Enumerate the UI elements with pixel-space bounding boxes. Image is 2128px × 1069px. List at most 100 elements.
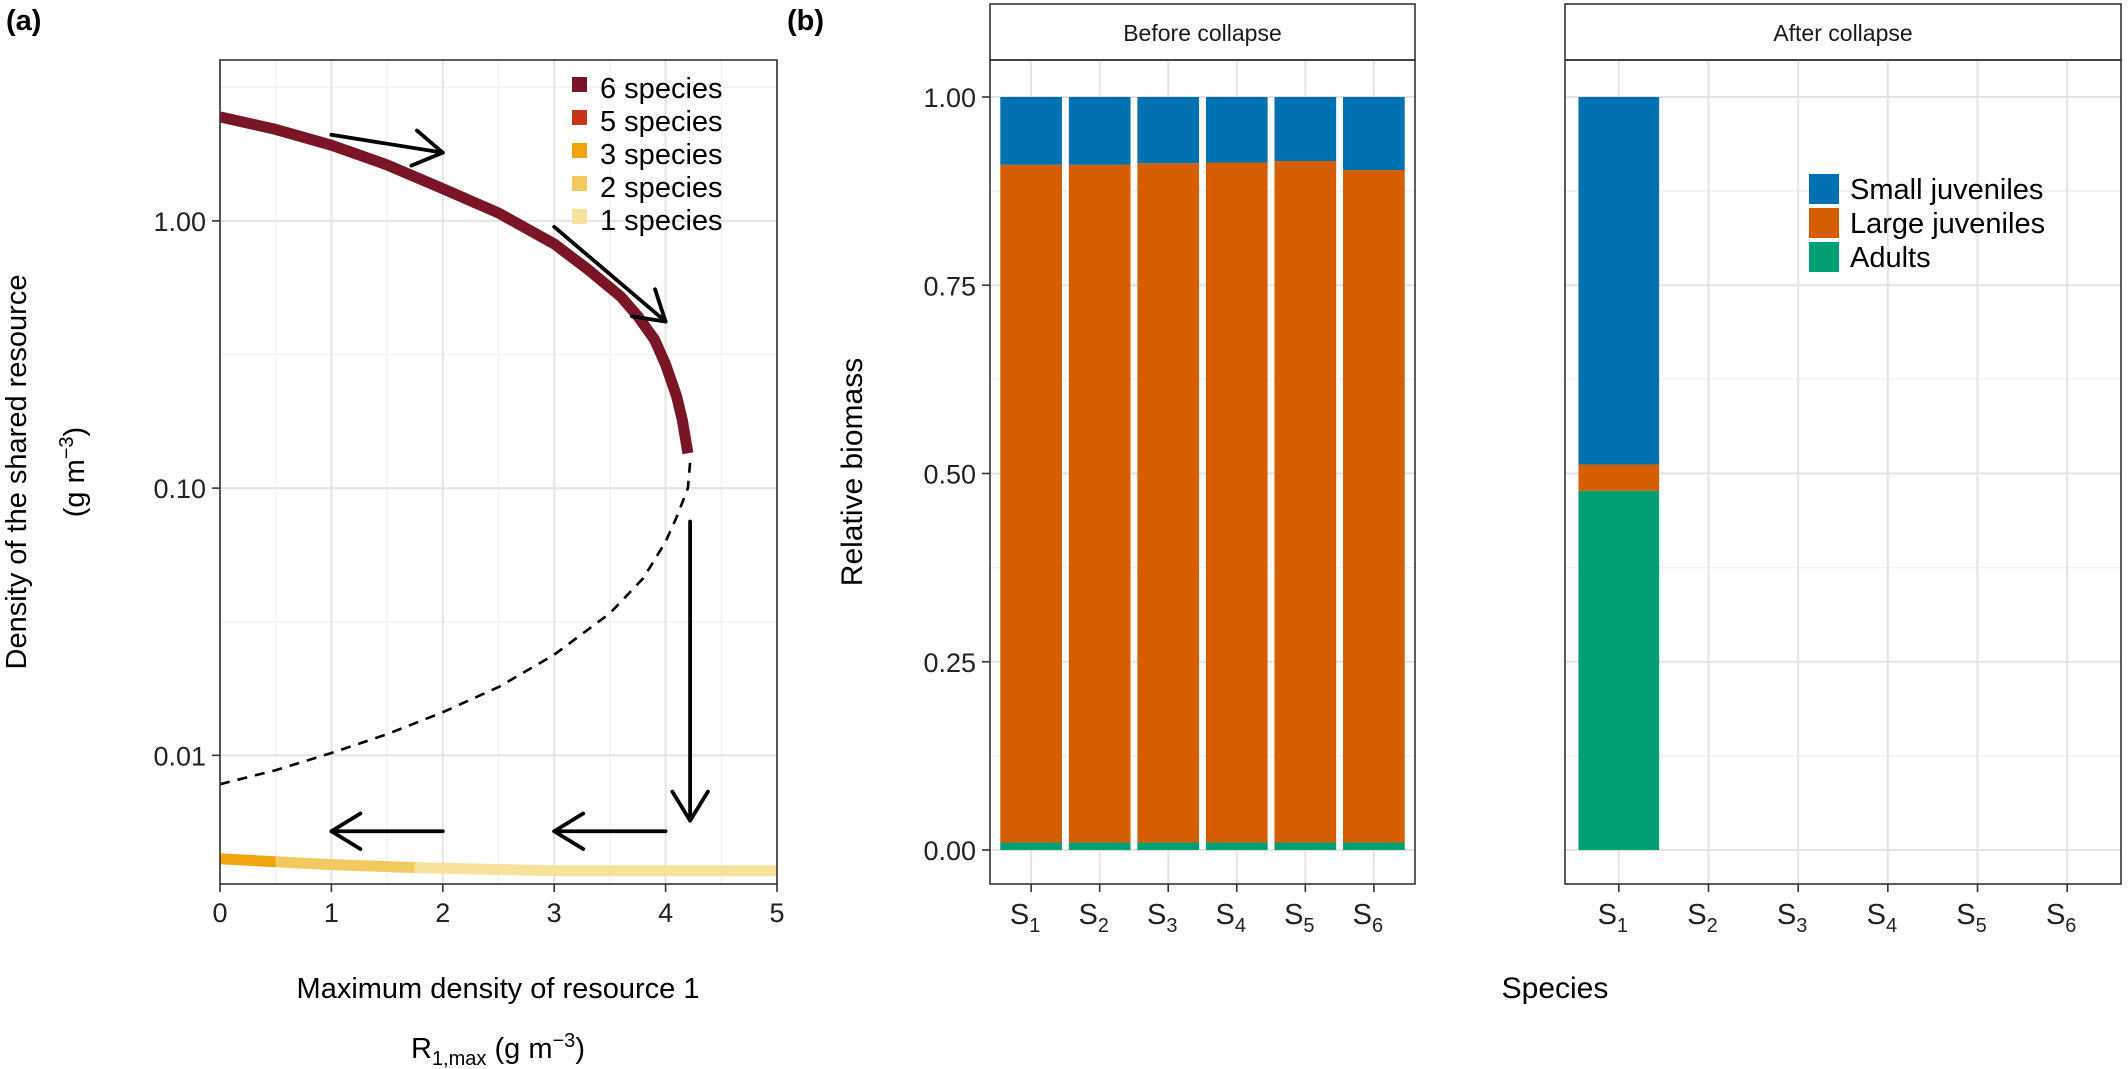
legend-swatch [1809, 208, 1839, 238]
bar-small-juveniles-s2 [1068, 97, 1131, 165]
arrow-shaft [552, 224, 668, 324]
arrow-head [670, 789, 710, 823]
bar-adults-s1 [1578, 490, 1660, 850]
bar-small-juveniles-s4 [1205, 97, 1268, 163]
facet-before-collapse: Before collapse S1 S2 S3 S4 S5 S6 [989, 3, 1416, 937]
panel-b-y-axis-title: Relative biomass [836, 358, 869, 586]
panel-a-x-axis-title: Maximum density of resource 1 [297, 973, 700, 1005]
bar-large-juveniles-s5 [1274, 161, 1337, 843]
x-tick-label: S4 [1867, 899, 1897, 937]
x-tick-label: S3 [1147, 899, 1177, 937]
x-tick-label: S1 [1010, 899, 1040, 937]
legend-label: Small juveniles [1850, 174, 2043, 206]
y-tick-label: 0.01 [153, 741, 206, 771]
x-tick-label: 1 [324, 898, 339, 928]
panel-b: (b) Before collapse S1 S2 S3 S4 S5 S6 After c… [787, 3, 2122, 1005]
x-tick-label: 5 [769, 898, 784, 928]
x-tick-label: 3 [547, 898, 562, 928]
panel-a-series [220, 111, 777, 877]
bar-large-juveniles-s2 [1068, 164, 1131, 843]
arrow-shaft [329, 132, 445, 155]
legend-swatch [572, 209, 587, 224]
panel-b-label: (b) [787, 5, 824, 37]
x-tick-label: S1 [1598, 899, 1628, 937]
legend-label: 3 species [600, 139, 723, 171]
panel-b-x-axis-title: Species [1502, 972, 1609, 1005]
bar-small-juveniles-s1 [1000, 97, 1062, 165]
x-tick-label: 0 [212, 898, 227, 928]
x-tick-label: S4 [1216, 899, 1246, 937]
arrow-head [630, 287, 668, 324]
panel-b-y-axis: 0.00 0.25 0.50 0.75 1.00 [923, 83, 990, 866]
series-line-6-species [220, 111, 694, 455]
bar-adults-s5 [1274, 842, 1337, 850]
legend-label: 2 species [600, 172, 723, 204]
legend-label: 5 species [600, 106, 723, 138]
series-line-unstable-branch [220, 462, 692, 786]
legend-label: Adults [1850, 242, 1931, 274]
bar-large-juveniles-s3 [1137, 163, 1200, 843]
legend-label: 6 species [600, 73, 723, 105]
bar-small-juveniles-s3 [1137, 97, 1200, 164]
series-line-3-species [220, 853, 276, 868]
bar-large-juveniles-s6 [1343, 170, 1405, 843]
x-tick-label: S2 [1078, 899, 1108, 937]
y-tick-label: 1.00 [153, 207, 206, 237]
facet-after-strip [1564, 3, 2122, 61]
legend-label: 1 species [600, 205, 723, 237]
x-tick-label: S6 [2046, 899, 2076, 937]
facet-after-x-axis: S1 S2 S3 S4 S5 S6 [1598, 884, 2076, 937]
x-tick-label: S5 [1956, 899, 1986, 937]
arrow-3 [670, 519, 710, 823]
y-tick-label: 0.25 [923, 648, 976, 678]
bar-adults-s6 [1343, 842, 1405, 850]
arrow-head [329, 811, 363, 851]
x-tick-label: S6 [1353, 899, 1383, 937]
y-tick-label: 0.75 [923, 271, 976, 301]
legend-swatch [1809, 242, 1839, 272]
legend-swatch [572, 77, 587, 92]
panel-a-x-axis-units: R1,max (g m−3) [411, 1030, 585, 1069]
arrow-1 [329, 128, 445, 168]
bar-adults-s1 [1000, 842, 1062, 850]
panel-a-axes: 0 1 2 3 4 5 0.01 0.10 1.00 [153, 207, 784, 928]
arrow-head [409, 128, 445, 168]
bar-adults-s3 [1137, 842, 1200, 850]
facet-after-strip-title: After collapse [1773, 20, 1912, 46]
x-tick-label: S2 [1687, 899, 1717, 937]
bar-adults-s4 [1205, 842, 1268, 850]
x-tick-label: 2 [435, 898, 450, 928]
series-line-1-species [414, 862, 777, 877]
arrow-head [552, 811, 586, 851]
legend-label: Large juveniles [1850, 208, 2045, 240]
arrow-5 [329, 811, 445, 851]
bar-large-juveniles-s1 [1578, 464, 1660, 491]
facet-before-bars [1000, 97, 1405, 850]
arrow-2 [552, 224, 668, 324]
legend-swatch [572, 143, 587, 158]
arrow-4 [552, 811, 668, 851]
y-tick-label: 0.10 [153, 474, 206, 504]
x-tick-label: 4 [658, 898, 673, 928]
facet-before-strip [989, 3, 1416, 61]
y-tick-label: 1.00 [923, 83, 976, 113]
x-tick-label: S3 [1777, 899, 1807, 937]
bar-small-juveniles-s6 [1343, 97, 1405, 171]
panel-a-plot-border [219, 59, 778, 885]
bar-small-juveniles-s5 [1274, 97, 1337, 162]
panel-a-y-axis-title: Density of the shared resource [1, 275, 33, 670]
bar-small-juveniles-s1 [1578, 97, 1660, 465]
facet-after-plot-border [1564, 59, 2122, 885]
x-tick-label: S5 [1284, 899, 1314, 937]
legend-swatch [572, 176, 587, 191]
y-tick-label: 0.00 [923, 836, 976, 866]
bar-adults-s2 [1068, 842, 1131, 850]
panel-a-y-axis-units: (g m−3) [56, 427, 91, 517]
panel-a-arrows [329, 128, 710, 851]
facet-before-plot-border [989, 59, 1416, 885]
facet-after-collapse: After collapse S1 S2 S3 S4 S5 S6 Small juveni… [1564, 3, 2122, 937]
